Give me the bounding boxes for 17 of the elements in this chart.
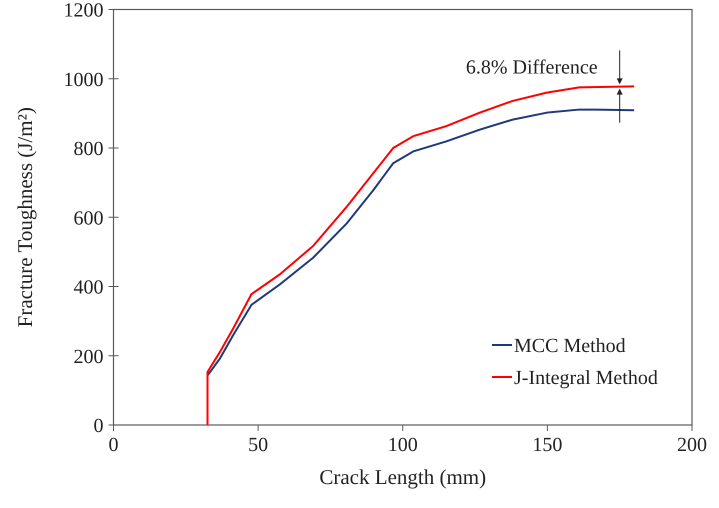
y-axis-title: Fracture Toughness (J/m²)	[13, 107, 37, 328]
x-axis-title: Crack Length (mm)	[319, 465, 486, 489]
x-tick-label: 50	[248, 434, 268, 456]
legend-label: J-Integral Method	[514, 367, 658, 389]
y-tick-label: 200	[74, 346, 104, 368]
legend-label: MCC Method	[514, 335, 626, 357]
x-tick-label: 200	[677, 434, 707, 456]
x-tick-label: 100	[388, 434, 418, 456]
y-tick-label: 1200	[64, 0, 104, 22]
y-tick-label: 0	[94, 415, 104, 437]
y-tick-label: 400	[74, 276, 104, 298]
x-tick-label: 0	[108, 434, 118, 456]
annotation: 6.8% Difference	[466, 56, 598, 78]
y-tick-label: 1000	[64, 68, 104, 91]
y-tick-label: 600	[74, 207, 104, 230]
y-tick-label: 800	[74, 138, 104, 160]
x-tick-label: 150	[532, 434, 562, 456]
